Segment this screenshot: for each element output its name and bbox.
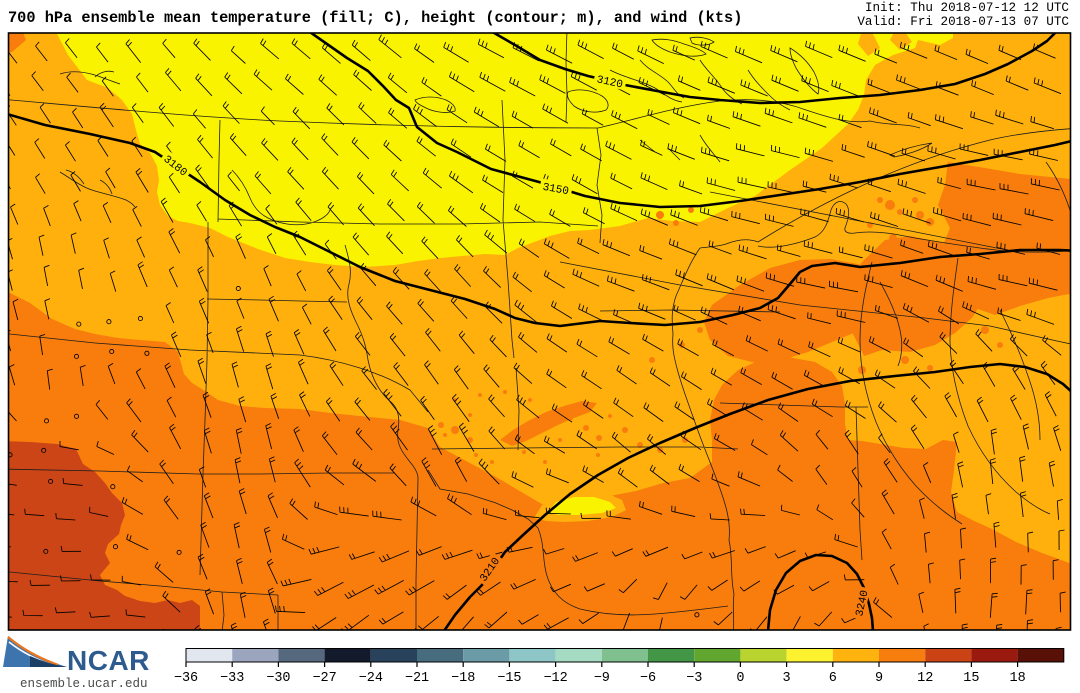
svg-text:15: 15 bbox=[963, 671, 979, 686]
svg-text:−9: −9 bbox=[594, 671, 610, 686]
svg-text:−27: −27 bbox=[312, 671, 336, 686]
svg-text:0: 0 bbox=[736, 671, 744, 686]
svg-text:NCAR: NCAR bbox=[67, 645, 150, 676]
svg-text:−18: −18 bbox=[451, 671, 475, 686]
svg-text:−30: −30 bbox=[266, 671, 290, 686]
svg-text:−3: −3 bbox=[686, 671, 702, 686]
svg-text:−33: −33 bbox=[220, 671, 244, 686]
svg-text:−24: −24 bbox=[359, 671, 383, 686]
svg-text:−36: −36 bbox=[174, 671, 198, 686]
svg-text:−21: −21 bbox=[405, 671, 429, 686]
svg-text:ensemble.ucar.edu: ensemble.ucar.edu bbox=[20, 677, 148, 691]
svg-text:6: 6 bbox=[829, 671, 837, 686]
svg-text:12: 12 bbox=[917, 671, 933, 686]
svg-text:3240: 3240 bbox=[854, 589, 871, 617]
svg-text:3150: 3150 bbox=[542, 182, 570, 198]
svg-text:−12: −12 bbox=[543, 671, 567, 686]
svg-text:−15: −15 bbox=[497, 671, 521, 686]
svg-text:9: 9 bbox=[875, 671, 883, 686]
svg-text:3120: 3120 bbox=[595, 74, 623, 91]
svg-text:3: 3 bbox=[783, 671, 791, 686]
svg-text:−6: −6 bbox=[640, 671, 656, 686]
svg-text:18: 18 bbox=[1009, 671, 1025, 686]
